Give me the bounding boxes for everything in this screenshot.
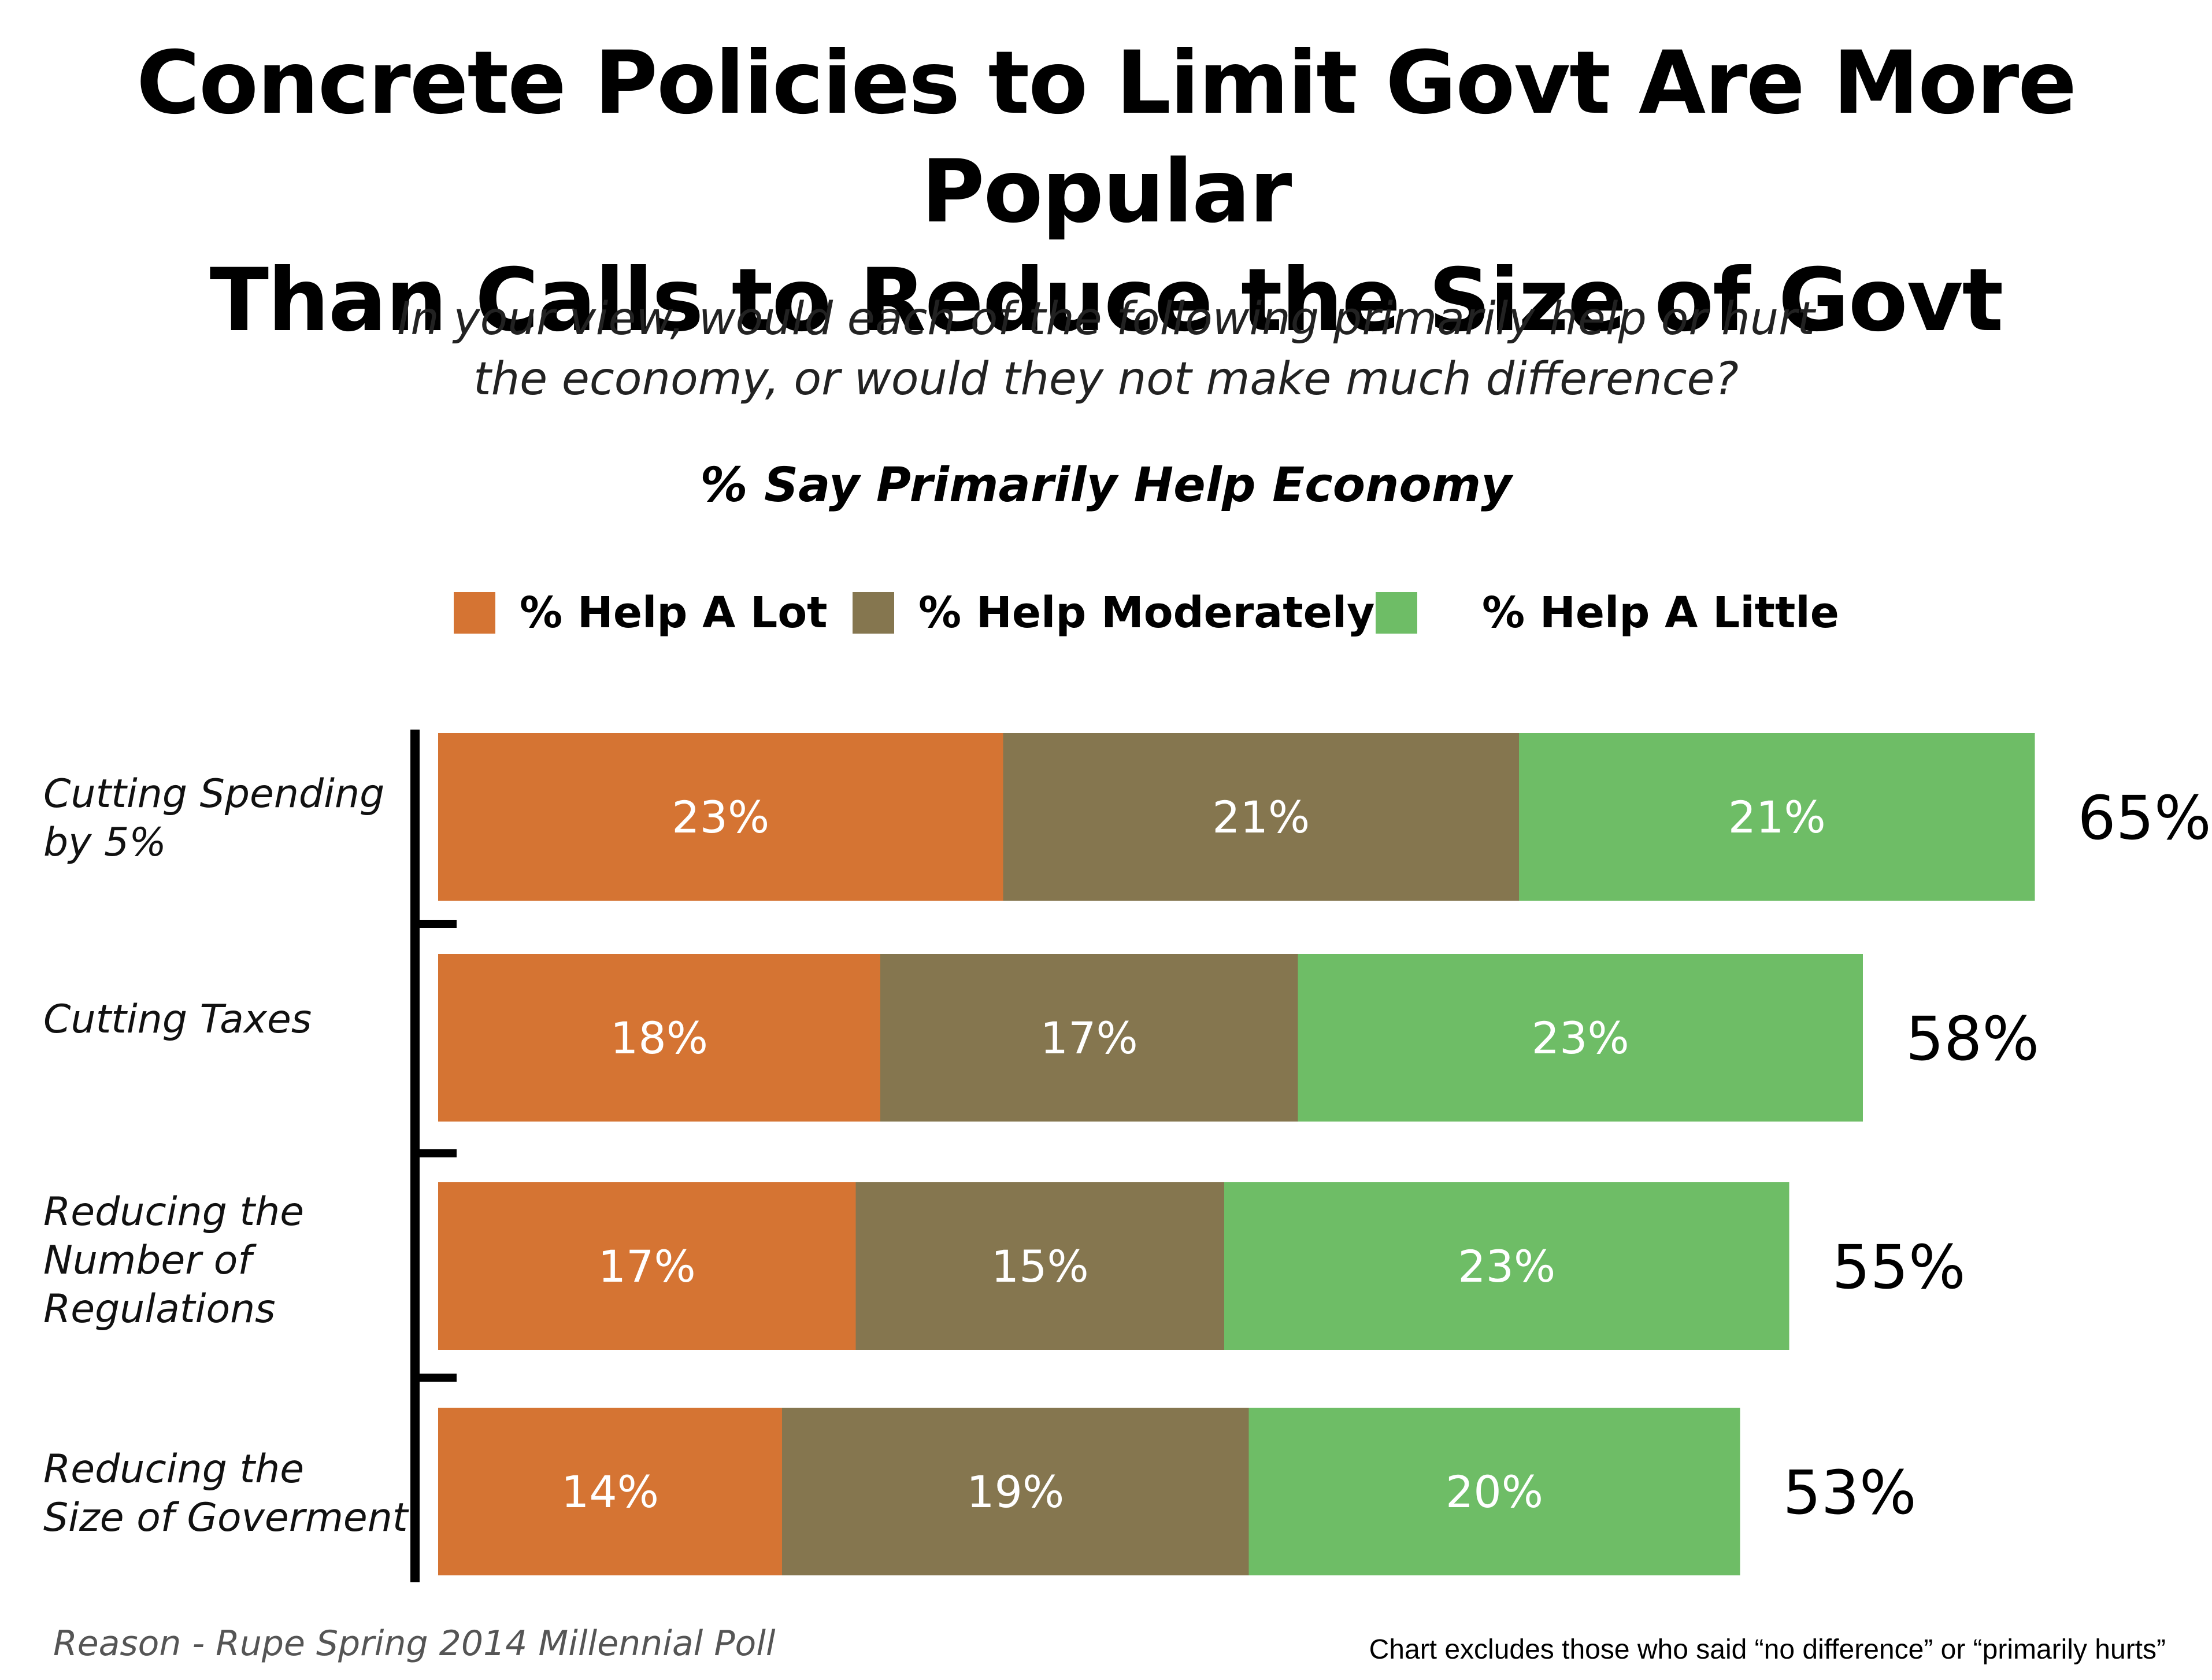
value-label-help-moderately-cutting-taxes-2: 17%: [1040, 1012, 1138, 1064]
total-labels: 65% 58% 55% 53%: [1783, 783, 2211, 1528]
bar-help-a-little-reducing-the-3: [1224, 1182, 1789, 1350]
total-label-cutting-taxes-2: 58%: [1906, 1004, 2039, 1074]
category-label-cutting-spending: Cutting Spending by 5%: [43, 771, 385, 865]
legend-swatch-help-moderately: [853, 592, 894, 634]
legend-swatch-help-a-lot: [454, 592, 495, 634]
source-note: Reason - Rupe Spring 2014 Millennial Pol…: [53, 1623, 776, 1664]
legend-label-help-a-lot: % Help A Lot: [520, 588, 828, 638]
chart-title: Concrete Policies to Limit Govt Are More…: [0, 29, 2212, 355]
category-axis: [410, 730, 457, 1582]
value-label-help-a-lot-cutting-spending-1: 23%: [672, 791, 769, 843]
question-line-1: In your view, would each of the followin…: [397, 293, 1815, 345]
title-line-2: Than Calls to Reduce the Size of Govt: [209, 250, 2004, 351]
bar-value-labels: 23% 21% 21% 18% 17% 23% 17% 15% 23% 14% 19% 20%: [561, 791, 1826, 1518]
bar-help-a-lot-reducing-the-4: [438, 1408, 782, 1575]
value-label-help-a-little-cutting-spending-1: 21%: [1728, 791, 1826, 843]
value-label-help-a-little-reducing-the-3: 23%: [1458, 1241, 1555, 1292]
value-label-help-a-lot-cutting-taxes-2: 18%: [610, 1012, 708, 1064]
bar-help-a-lot-cutting-taxes-2: [438, 954, 880, 1122]
value-label-help-a-lot-reducing-the-4: 14%: [561, 1466, 659, 1518]
total-label-reducing-the-4: 53%: [1783, 1457, 1917, 1528]
legend-item-help-a-little: % Help A Little: [1376, 584, 1839, 642]
question-line-2: the economy, or would they not make much…: [473, 353, 1739, 405]
value-label-help-moderately-reducing-the-3: 15%: [991, 1241, 1089, 1292]
total-label-cutting-spending-1: 65%: [2078, 783, 2211, 853]
bar-help-moderately-cutting-spending-1: [1003, 733, 1519, 901]
bar-help-a-little-cutting-taxes-2: [1298, 954, 1863, 1122]
category-label-cutting-taxes: Cutting Taxes: [43, 997, 312, 1042]
category-label-reducing-government: Reducing the Size of Goverment: [43, 1446, 408, 1541]
legend-label-help-moderately: % Help Moderately: [918, 588, 1375, 638]
title-line-1: Concrete Policies to Limit Govt Are More…: [136, 33, 2077, 242]
bar-help-a-little-cutting-spending-1: [1519, 733, 2035, 901]
bar-help-moderately-reducing-the-4: [782, 1408, 1249, 1575]
chart-heading: % Say Primarily Help Economy: [700, 458, 1512, 513]
legend-item-help-moderately: % Help Moderately: [853, 584, 1374, 642]
question-text: In your view, would each of the followin…: [0, 289, 2212, 409]
bar-series: [438, 733, 2035, 1575]
bar-help-moderately-cutting-taxes-2: [880, 954, 1298, 1122]
value-label-help-a-little-reducing-the-4: 20%: [1446, 1466, 1543, 1518]
bar-help-a-lot-cutting-spending-1: [438, 733, 1003, 901]
bar-help-a-lot-reducing-the-3: [438, 1182, 856, 1350]
category-label-reducing-regulations: Reducing the Number of Regulations: [43, 1189, 305, 1332]
value-label-help-moderately-cutting-spending-1: 21%: [1212, 791, 1310, 843]
legend-label-help-a-little: % Help A Little: [1482, 588, 1839, 638]
value-label-help-a-lot-reducing-the-3: 17%: [598, 1241, 696, 1292]
bar-help-moderately-reducing-the-3: [855, 1182, 1224, 1350]
bar-help-a-little-reducing-the-4: [1248, 1408, 1740, 1575]
value-label-help-a-little-cutting-taxes-2: 23%: [1532, 1012, 1629, 1064]
total-label-reducing-the-3: 55%: [1832, 1232, 1966, 1302]
legend-item-help-a-lot: % Help A Lot: [454, 584, 828, 642]
exclusion-note: Chart excludes those who said “no differ…: [1369, 1634, 2166, 1665]
legend-swatch-help-a-little: [1376, 592, 1417, 634]
value-label-help-moderately-reducing-the-4: 19%: [966, 1466, 1064, 1518]
